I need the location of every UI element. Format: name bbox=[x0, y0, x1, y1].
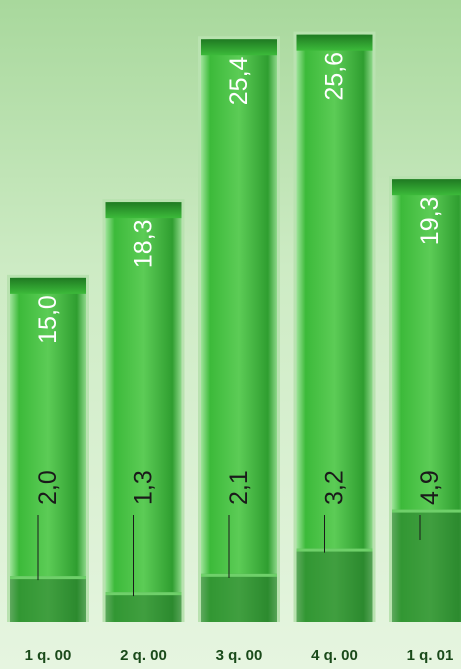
sub-value-label-5: 4,9 bbox=[416, 470, 444, 505]
bar-segment-3 bbox=[201, 573, 277, 622]
bar-2 bbox=[105, 202, 182, 622]
bar-top-cap bbox=[10, 277, 86, 294]
bar-top-cap bbox=[296, 34, 373, 51]
category-label-3: 3 q. 00 bbox=[216, 647, 263, 664]
value-label-1: 15,0 bbox=[34, 295, 62, 344]
bar-segment-1 bbox=[10, 576, 86, 622]
bar-3 bbox=[201, 39, 277, 623]
sub-value-label-3: 2,1 bbox=[225, 470, 253, 505]
bar-segment-5 bbox=[392, 509, 461, 622]
category-label-1: 1 q. 00 bbox=[25, 647, 72, 664]
value-label-3: 25,4 bbox=[225, 56, 253, 105]
segment-edge bbox=[10, 576, 86, 580]
bar-4 bbox=[296, 34, 373, 623]
category-label-4: 4 q. 00 bbox=[311, 647, 358, 664]
bar-top-cap bbox=[105, 202, 182, 219]
bar-1 bbox=[10, 277, 86, 622]
category-label-2: 2 q. 00 bbox=[120, 647, 167, 664]
value-label-4: 25,6 bbox=[321, 52, 349, 101]
value-label-5: 19,3 bbox=[416, 197, 444, 246]
category-label-5: 1 q. 01 bbox=[407, 647, 454, 664]
sub-value-label-1: 2,0 bbox=[34, 470, 62, 505]
segment-edge bbox=[392, 509, 461, 513]
bar-segment-2 bbox=[105, 592, 182, 622]
segment-edge bbox=[105, 592, 182, 596]
sub-value-label-4: 3,2 bbox=[321, 470, 349, 505]
sub-value-label-2: 1,3 bbox=[130, 470, 158, 505]
bar-top-cap bbox=[201, 39, 277, 56]
segment-edge bbox=[201, 573, 277, 577]
value-label-2: 18,3 bbox=[130, 219, 158, 268]
bar-segment-4 bbox=[296, 548, 373, 622]
bar-top-cap bbox=[392, 179, 461, 196]
segment-edge bbox=[296, 548, 373, 552]
